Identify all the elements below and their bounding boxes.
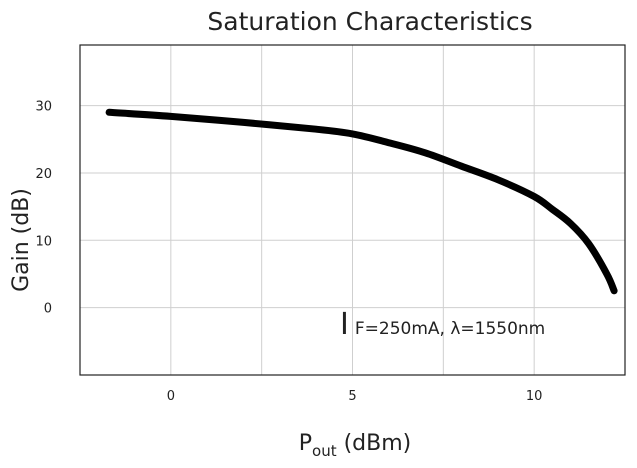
gain-series-line bbox=[105, 108, 618, 295]
y-axis-label: Gain (dB) bbox=[9, 188, 34, 292]
x-tick-label: 0 bbox=[167, 389, 175, 404]
annotation-symbol: I bbox=[340, 307, 349, 342]
x-axis-label-subscript: out bbox=[312, 442, 337, 460]
y-tick-label: 0 bbox=[44, 302, 52, 317]
y-tick-label: 20 bbox=[35, 167, 52, 182]
plot-frame bbox=[79, 44, 626, 376]
tick-layer: 0 5 10 0 10 20 30 bbox=[35, 100, 542, 404]
x-axis-label: Pout (dBm) bbox=[299, 431, 412, 460]
y-tick-label: 10 bbox=[35, 234, 52, 249]
y-tick-label: 30 bbox=[35, 100, 52, 115]
x-tick-label: 10 bbox=[526, 389, 543, 404]
annotation-text: F=250mA, λ=1550nm bbox=[355, 319, 545, 339]
chart-title: Saturation Characteristics bbox=[207, 7, 532, 36]
x-tick-label: 5 bbox=[348, 389, 356, 404]
x-axis-label-unit: (dBm) bbox=[337, 431, 412, 456]
series-layer bbox=[105, 108, 618, 295]
chart-annotation: I F=250mA, λ=1550nm bbox=[340, 307, 545, 342]
x-axis-label-main: P bbox=[299, 431, 312, 456]
